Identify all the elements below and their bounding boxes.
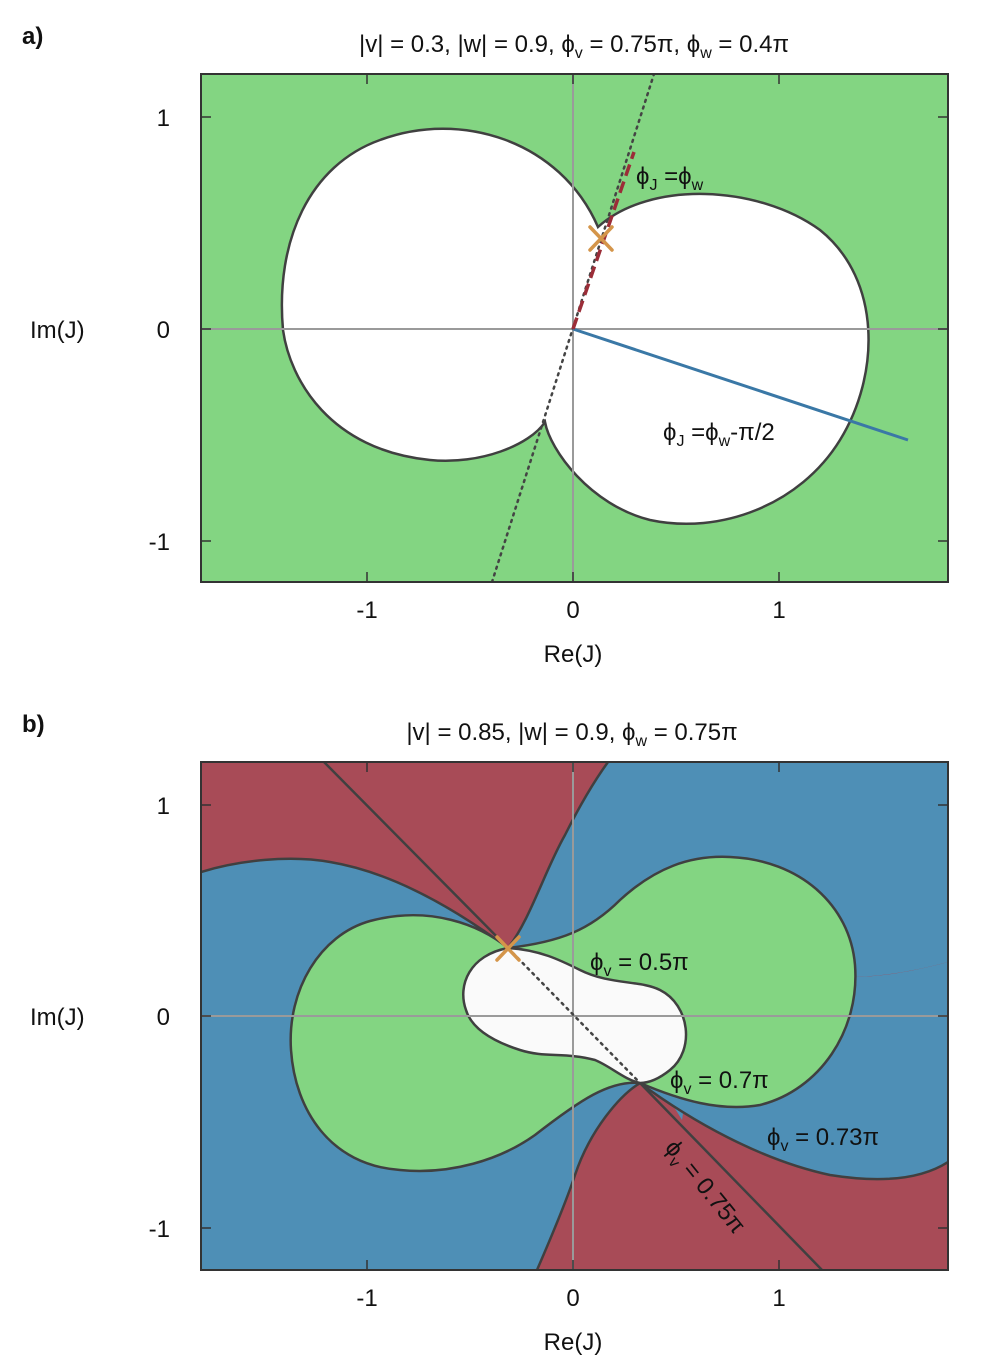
text-segment: = 0.73π (788, 1124, 879, 1151)
subscript-text: J (676, 433, 684, 450)
text-segment: ϕ (636, 163, 649, 190)
text-segment: =ϕ (657, 163, 691, 190)
y-tick-a-neg1: -1 (149, 529, 170, 556)
y-axis-label-b: Im(J) (30, 1004, 85, 1031)
subscript-text: J (649, 177, 657, 194)
label-phiv-05: ϕv = 0.5π (590, 949, 689, 980)
text-segment: ϕ (687, 31, 700, 58)
subscript-text: w (634, 733, 647, 750)
axis-ticks-b (201, 762, 948, 1270)
text-segment: ϕ (561, 31, 574, 58)
panel-a: a) |v| = 0.3, |w| = 0.9, ϕv = 0.75π, ϕw … (22, 23, 949, 668)
y-tick-a-1: 1 (157, 105, 170, 132)
y-axis-label-a: Im(J) (30, 317, 85, 344)
x-tick-b-1: 1 (772, 1285, 785, 1312)
panel-b-title: |v| = 0.85, |w| = 0.9, ϕw = 0.75π (406, 719, 737, 750)
text-segment: ϕ (622, 719, 635, 746)
label-phiJ-phiw: ϕJ =ϕw (636, 163, 704, 194)
y-tick-b-0: 0 (157, 1004, 170, 1031)
subscript-text: v (603, 963, 611, 980)
text-segment: ϕ (663, 419, 676, 446)
text-segment: |v| = 0.85, |w| = 0.9, (406, 719, 622, 746)
y-tick-b-1: 1 (157, 793, 170, 820)
text-segment: =ϕ (684, 419, 718, 446)
panel-b: b) |v| = 0.85, |w| = 0.9, ϕw = 0.75π (22, 711, 949, 1356)
text-segment: ϕ (767, 1124, 780, 1151)
crossing-marker-b (495, 935, 521, 962)
text-segment: ϕ (670, 1067, 683, 1094)
panel-a-title: |v| = 0.3, |w| = 0.9, ϕv = 0.75π, ϕw = 0… (359, 31, 789, 62)
x-tick-b-0: 0 (566, 1285, 579, 1312)
panel-label-a: a) (22, 23, 43, 50)
text-segment: |v| = 0.3, |w| = 0.9, (359, 31, 561, 58)
text-segment: = 0.5π (611, 949, 688, 976)
text-segment: = 0.7π (691, 1067, 768, 1094)
x-tick-a-0: 0 (566, 597, 579, 624)
axis-ticks-a (201, 74, 948, 582)
x-axis-label-a: Re(J) (544, 641, 603, 668)
subscript-text: v (575, 45, 583, 62)
lower-boundary-b (535, 1081, 948, 1270)
x-tick-a-1: 1 (772, 597, 785, 624)
label-phiv-073: ϕv = 0.73π (767, 1124, 879, 1155)
y-tick-a-0: 0 (157, 317, 170, 344)
subscript-text: w (699, 45, 712, 62)
subscript-text: w (691, 177, 704, 194)
x-tick-b-neg1: -1 (356, 1285, 377, 1312)
blue-ray-a (572, 327, 909, 442)
text-segment: -π/2 (730, 419, 775, 446)
label-phiv-07: ϕv = 0.7π (670, 1067, 769, 1098)
crossing-marker-a (588, 225, 614, 252)
subscript-text: v (780, 1138, 788, 1155)
label-phiJ-phiw-minus-pi2: ϕJ =ϕw-π/2 (663, 419, 775, 450)
lower-straight-b (639, 1082, 823, 1270)
text-segment: = 0.75π, (583, 31, 687, 58)
panel-b-plot-area: ϕv = 0.5π ϕv = 0.7π ϕv = 0.73π ϕv = 0.75… (201, 762, 948, 1270)
y-tick-b-neg1: -1 (149, 1216, 170, 1243)
subscript-text: w (718, 433, 731, 450)
text-segment: = 0.75π (647, 719, 738, 746)
text-segment: = 0.4π (712, 31, 789, 58)
panel-label-b: b) (22, 711, 45, 738)
upper-straight-b (323, 762, 509, 949)
plot-frame-a (200, 73, 949, 583)
subscript-text: v (683, 1081, 691, 1098)
panel-a-plot-area: ϕJ =ϕw ϕJ =ϕw-π/2 (201, 74, 948, 582)
x-axis-label-b: Re(J) (544, 1329, 603, 1356)
x-tick-a-neg1: -1 (356, 597, 377, 624)
text-segment: ϕ (590, 949, 603, 976)
